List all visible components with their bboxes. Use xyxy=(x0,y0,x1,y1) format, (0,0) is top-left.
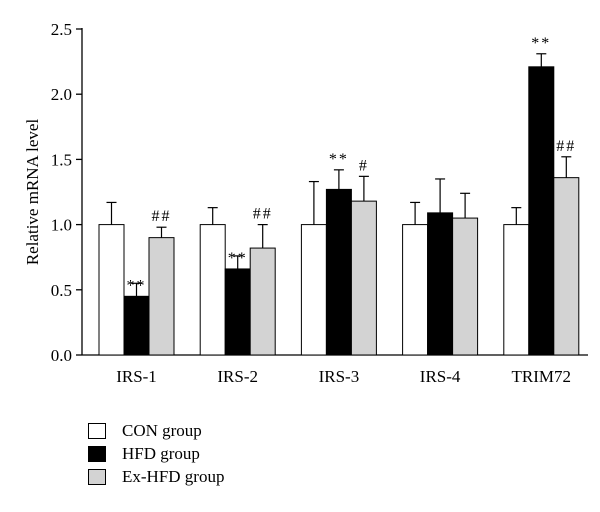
significance-marker: # xyxy=(359,157,369,174)
bar xyxy=(427,212,454,356)
y-axis-title: Relative mRNA level xyxy=(23,119,42,266)
significance-marker: ** xyxy=(228,250,248,267)
bar xyxy=(199,224,226,356)
bar xyxy=(350,200,377,356)
legend-swatch-ex-hfd xyxy=(88,469,106,485)
bar xyxy=(325,188,352,356)
bar xyxy=(528,66,555,356)
y-tick-label: 1.0 xyxy=(51,216,72,235)
significance-marker: ** xyxy=(531,35,551,52)
legend-label-ex-hfd: Ex-HFD group xyxy=(122,467,225,486)
x-tick-label: IRS-4 xyxy=(420,367,461,386)
x-tick-label: TRIM72 xyxy=(512,367,572,386)
chart-labels: 0.0 0.5 1.0 1.5 2.0 2.5 Relative mRNA level ** #… xyxy=(23,20,576,386)
legend-label-con: CON group xyxy=(122,421,202,440)
significance-marker: ## xyxy=(253,206,273,223)
bar xyxy=(402,224,429,356)
significance-marker: ## xyxy=(152,208,172,225)
y-tick-label: 0.5 xyxy=(51,281,72,300)
y-tick-label: 0.0 xyxy=(51,346,72,365)
bar xyxy=(452,217,479,356)
chart-bars xyxy=(98,53,580,356)
x-tick-label: IRS-1 xyxy=(116,367,157,386)
significance-marker: ** xyxy=(329,151,349,168)
bar xyxy=(148,237,175,356)
legend-swatch-con xyxy=(88,423,106,439)
bar xyxy=(553,177,580,356)
bar xyxy=(224,268,251,356)
y-tick-label: 2.5 xyxy=(51,20,72,39)
bar xyxy=(503,224,530,356)
y-tick-label: 1.5 xyxy=(51,150,72,169)
x-tick-label: IRS-2 xyxy=(217,367,258,386)
significance-marker: ## xyxy=(556,138,576,155)
bar xyxy=(123,295,150,356)
legend-swatch-hfd xyxy=(88,446,106,462)
significance-marker: ** xyxy=(127,277,147,294)
legend-label-hfd: HFD group xyxy=(122,444,200,463)
bar-chart: 0.0 0.5 1.0 1.5 2.0 2.5 Relative mRNA level ** #… xyxy=(23,20,588,386)
bar xyxy=(98,224,125,356)
y-tick-label: 2.0 xyxy=(51,85,72,104)
bar xyxy=(300,224,327,356)
bar xyxy=(249,247,276,356)
x-tick-label: IRS-3 xyxy=(319,367,360,386)
